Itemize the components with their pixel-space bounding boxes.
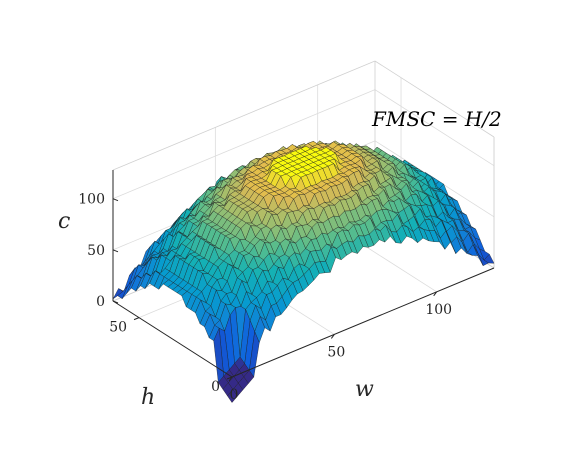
annotation-fmsc: FMSC = H/2	[371, 107, 502, 131]
h-tick-label: 50	[109, 320, 127, 336]
grid-line	[374, 89, 495, 166]
w-tick-label: 0	[230, 387, 239, 403]
w-tick-label: 50	[327, 344, 345, 360]
h-axis-line	[112, 300, 233, 378]
box-edge	[374, 60, 495, 138]
surface-mesh	[112, 140, 495, 403]
h-tick	[133, 317, 140, 321]
w-tick	[433, 291, 438, 297]
h-tick	[226, 376, 233, 380]
c-tick-label: 50	[87, 243, 105, 259]
w-tick-label: 100	[425, 302, 452, 318]
w-tick	[330, 334, 335, 339]
axis-label-h: h	[141, 385, 155, 410]
h-tick-label: 0	[211, 379, 220, 395]
c-tick	[112, 198, 119, 202]
c-tick	[112, 300, 119, 304]
w-axis-line	[231, 267, 495, 378]
c-tick-label: 0	[96, 294, 105, 310]
surface-face	[227, 389, 238, 403]
c-tick	[112, 249, 119, 253]
grid-line	[112, 89, 376, 200]
box-edge	[112, 60, 376, 171]
axis-label-c: c	[58, 209, 70, 234]
axes-lines	[112, 170, 495, 382]
axis-label-w: w	[355, 377, 374, 402]
c-tick-label: 100	[78, 192, 105, 208]
